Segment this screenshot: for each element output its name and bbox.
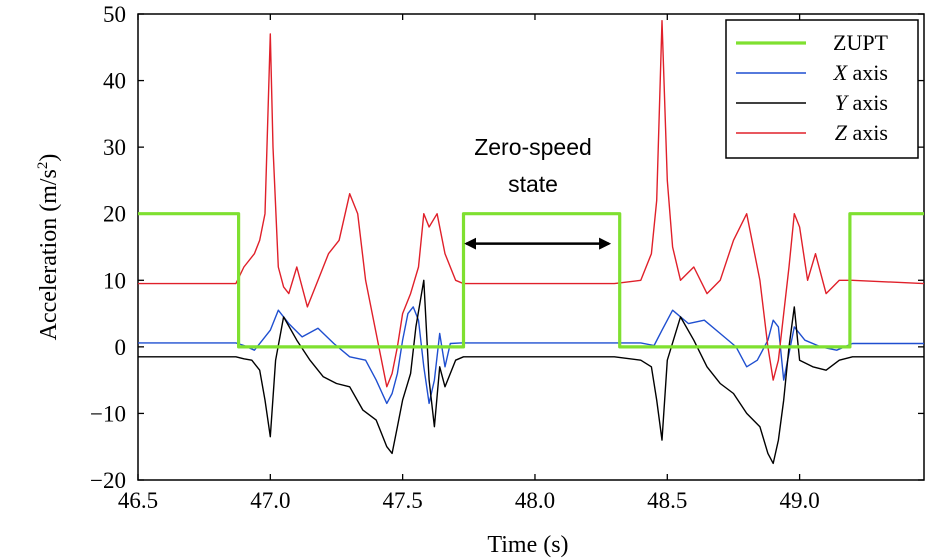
series-layer (138, 20, 924, 465)
y-tick-label: 10 (103, 268, 126, 293)
y-axis-label: Acceleration (m/s2) (35, 154, 62, 341)
legend-label-y-axis: Y axis (835, 90, 888, 115)
axis-ticks: 46.5 47.0 47.5 48.0 48.5 49.0 −20 −10 0 10 20 30 40 5… (90, 2, 924, 513)
y-tick-label: −10 (90, 401, 126, 426)
series-z-axis-line (138, 20, 924, 388)
zero-speed-annotation: Zero-speed state (464, 134, 612, 250)
x-tick-label: 48.5 (647, 488, 687, 513)
x-tick-label: 49.0 (779, 488, 819, 513)
y-axis-label-close: ) (36, 154, 62, 162)
x-tick-label: 46.5 (118, 488, 158, 513)
y-tick-label: 20 (103, 202, 126, 227)
series-y-axis-line (138, 279, 924, 465)
annotation-line-2: state (508, 171, 558, 197)
y-axis-label-main: Acceleration (m/s (36, 169, 62, 340)
legend-label-x-axis: X axis (833, 60, 888, 85)
x-tick-label: 48.0 (515, 488, 555, 513)
annotation-line-1: Zero-speed (474, 134, 592, 160)
y-tick-label: 50 (103, 2, 126, 27)
legend-label-zupt: ZUPT (833, 30, 889, 55)
legend: ZUPT X axis Y axis Z axis (725, 19, 919, 159)
legend-box (725, 19, 919, 159)
y-axis-label-sup: 2 (35, 162, 51, 170)
x-tick-label: 47.0 (250, 488, 290, 513)
legend-label-z-axis: Z axis (835, 120, 888, 145)
y-tick-label: 0 (115, 335, 127, 360)
x-tick-label: 47.5 (383, 488, 423, 513)
x-axis-label: Time (s) (487, 532, 568, 558)
y-tick-label: 30 (103, 135, 126, 160)
y-tick-label: 40 (103, 69, 126, 94)
series-x-axis-line (138, 306, 924, 405)
series-zupt-line (138, 212, 924, 349)
y-tick-label: −20 (90, 468, 126, 493)
